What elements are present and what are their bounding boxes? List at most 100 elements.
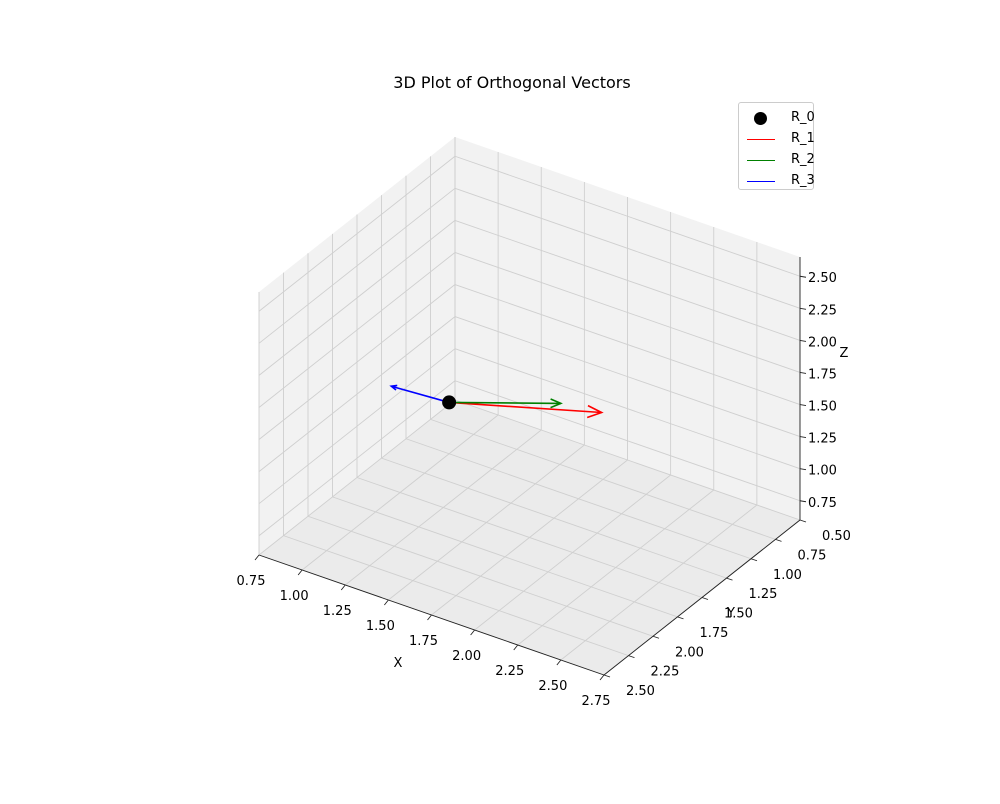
x-tick-label: 1.50: [366, 619, 395, 634]
axis-panes: [259, 137, 800, 675]
vector-marks: [389, 384, 604, 419]
z-tick-mark: [799, 468, 807, 471]
y-tick-label: 1.75: [700, 626, 729, 641]
legend-label-r2: R_2: [791, 152, 815, 167]
y-tick-mark: [677, 616, 684, 620]
y-tick-label: 1.00: [773, 568, 802, 583]
z-axis-label: Z: [840, 346, 849, 361]
z-tick-label: 1.50: [808, 400, 837, 415]
z-tick-mark: [799, 404, 807, 406]
grid-z-left: [258, 284, 456, 440]
grid-z-back: [454, 155, 801, 277]
y-tick-mark: [799, 519, 807, 523]
grid-y-floor: [283, 535, 629, 657]
grid-y-floor: [381, 457, 727, 579]
legend-item-r2: R_2: [747, 150, 817, 170]
x-tick-mark: [254, 554, 260, 561]
vector-r3: [389, 384, 450, 404]
z-tick-label: 2.25: [808, 303, 837, 318]
z-tick-label: 0.75: [808, 496, 837, 511]
arrowhead-r2: [550, 398, 563, 409]
x-tick-mark: [556, 659, 562, 666]
arrowhead-r1: [586, 404, 604, 419]
legend-label-r1: R_1: [791, 131, 815, 146]
grid-z-left: [258, 380, 456, 537]
grid-y-floor: [307, 515, 654, 637]
grid-z-left: [258, 348, 456, 505]
vector-r1: [449, 401, 604, 419]
z-tick-mark: [799, 275, 807, 278]
z-tick-label: 2.00: [808, 335, 837, 350]
grid-y-floor: [356, 477, 703, 598]
z-tick-mark: [799, 436, 807, 439]
legend: R_0 R_1 R_2 R_3: [738, 102, 817, 191]
legend-line-r2: [747, 160, 775, 161]
x-tick-label: 2.75: [582, 694, 611, 709]
x-tick-label: 1.00: [280, 589, 309, 604]
y-tick-mark: [775, 538, 782, 542]
legend-item-r0: R_0: [747, 108, 817, 128]
y-tick-label: 0.75: [798, 548, 827, 563]
grid-z-left: [258, 155, 456, 312]
origin-point-r0: [442, 395, 457, 410]
legend-marker-r0: [754, 112, 767, 125]
z-tick-label: 2.50: [808, 271, 837, 286]
grid-z-left: [258, 220, 456, 376]
grid-z-back: [454, 252, 801, 373]
y-tick-mark: [701, 597, 709, 600]
y-tick-mark: [726, 577, 733, 581]
y-tick-label: 2.25: [651, 665, 680, 680]
legend-item-r1: R_1: [747, 129, 817, 149]
grid-z-back: [454, 284, 801, 405]
z-tick-label: 1.00: [808, 464, 837, 479]
legend-line-r1: [747, 139, 775, 140]
legend-item-r3: R_3: [747, 171, 817, 191]
z-tick-label: 1.25: [808, 432, 837, 447]
y-tick-label: 2.00: [675, 645, 704, 660]
grid-y-floor: [405, 438, 752, 560]
vector-shaft-r3: [391, 385, 450, 404]
z-tick-mark: [799, 372, 807, 374]
chart-title: 3D Plot of Orthogonal Vectors: [393, 73, 630, 92]
x-tick-mark: [297, 569, 303, 576]
x-tick-mark: [340, 584, 346, 591]
z-tick-mark: [799, 500, 807, 503]
vector-shaft-r2: [449, 401, 561, 405]
x-tick-label: 0.75: [237, 574, 266, 589]
grid-z-left: [258, 316, 456, 472]
grid-z-left: [258, 252, 456, 408]
y-tick-mark: [652, 635, 660, 639]
y-tick-label: 2.50: [626, 684, 655, 699]
grid-y-floor: [454, 399, 801, 521]
grid-y-floor: [332, 496, 678, 618]
grid-y-floor: [430, 418, 776, 540]
x-tick-mark: [427, 614, 432, 621]
x-tick-label: 2.25: [495, 664, 524, 679]
x-axis-label: X: [394, 656, 403, 671]
y-tick-mark: [628, 655, 635, 659]
z-tick-mark: [799, 339, 807, 342]
y-tick-mark: [750, 558, 758, 562]
y-tick-label: 1.25: [749, 587, 778, 602]
y-tick-label: 1.50: [724, 607, 753, 622]
z-tick-mark: [799, 307, 807, 310]
arrowhead-r3: [389, 384, 398, 391]
grid-z-left: [258, 187, 456, 344]
x-tick-label: 1.75: [409, 634, 438, 649]
grid-z-back: [454, 316, 801, 438]
z-tick-label: 1.75: [808, 367, 837, 382]
grid-z-back: [454, 348, 801, 470]
x-tick-mark: [513, 644, 519, 651]
legend-line-r3: [747, 181, 775, 182]
grid-z-back: [454, 187, 801, 309]
x-tick-label: 1.25: [323, 604, 352, 619]
y-axis-label: Y: [726, 606, 735, 621]
vector-r2: [449, 398, 563, 409]
grid-z-back: [454, 219, 801, 341]
x-tick-mark: [470, 629, 475, 636]
grid-z-back: [454, 380, 801, 502]
legend-label-r3: R_3: [791, 173, 815, 188]
tick-labels: 0.75 1.00 1.25 1.50 1.75 2.00 2.25 2.50 2.75 0.50…: [237, 271, 851, 709]
